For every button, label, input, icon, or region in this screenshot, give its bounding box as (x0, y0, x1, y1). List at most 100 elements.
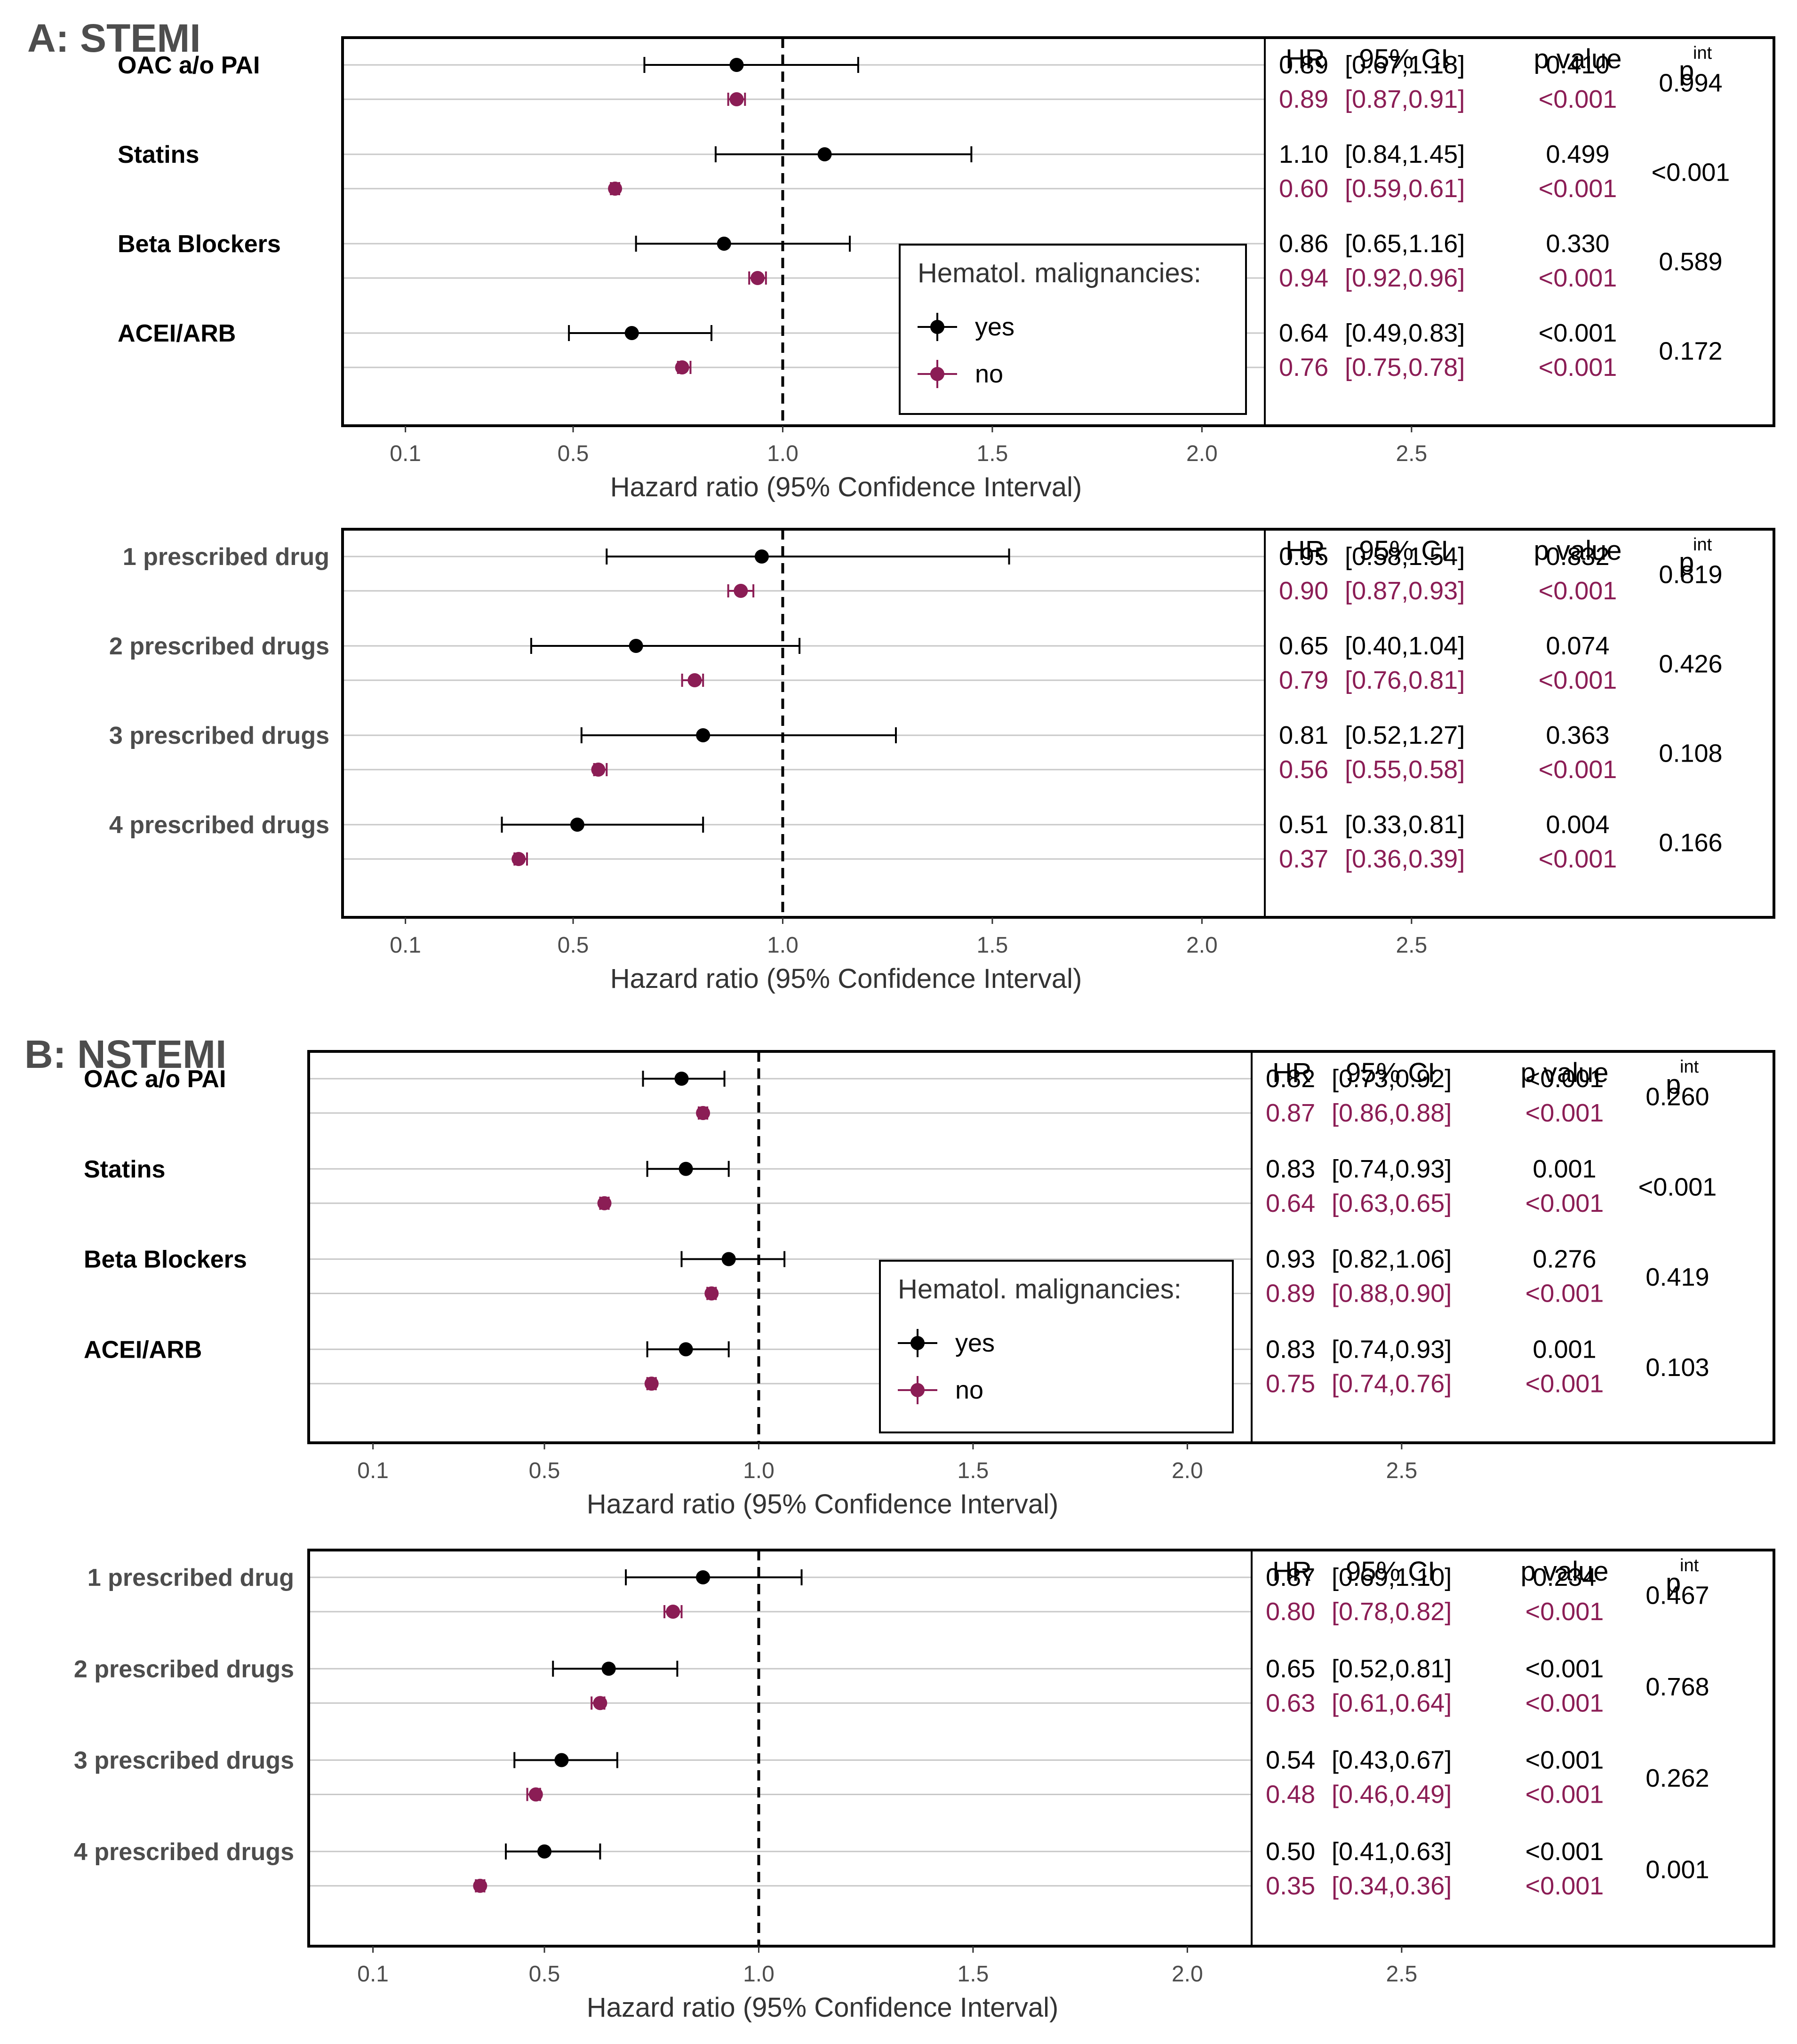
point-yes-marker (601, 1662, 616, 1676)
point-yes (501, 817, 704, 833)
pint-value: 0.172 (1659, 337, 1722, 366)
point-yes-marker (721, 1252, 736, 1266)
x-tick-label: 2.0 (1186, 441, 1218, 466)
forest-panel-3: OAC a/o PAI 0.82 [0.73,0.92] <0.001 0.87 [0.8… (84, 1050, 1775, 1519)
point-no (696, 1106, 711, 1120)
x-axis-label: Hazard ratio (95% Confidence Interval) (587, 1489, 1059, 1519)
p-value: <0.001 (1525, 1598, 1604, 1626)
x-tick-label: 0.5 (529, 1458, 560, 1483)
x-tick-label: 2.5 (1386, 1458, 1417, 1483)
point-yes-marker (817, 147, 832, 161)
forest-panel-1: OAC a/o PAI 0.89 [0.67,1.18] 0.410 0.89 [0.87… (118, 36, 1775, 502)
x-tick-label: 2.5 (1396, 441, 1427, 466)
point-no (473, 1878, 487, 1893)
hr-value: 0.89 (1279, 51, 1328, 79)
x-tick-label: 0.1 (357, 1458, 389, 1483)
legend-label-no: no (975, 360, 1003, 388)
point-no-marker (729, 92, 744, 106)
hr-value: 0.51 (1279, 811, 1328, 839)
section-heading-a: A: STEMI (27, 16, 201, 60)
hr-value: 0.56 (1279, 756, 1328, 784)
point-no (597, 1196, 612, 1210)
p-value: <0.001 (1525, 1746, 1604, 1774)
p-value: 0.330 (1546, 230, 1609, 258)
point-no-marker (528, 1787, 543, 1802)
ci-value: [0.67,1.18] (1345, 51, 1465, 79)
table-header-pint: p (1666, 1568, 1681, 1599)
ci-value: [0.88,0.90] (1332, 1280, 1452, 1308)
point-yes-marker (696, 728, 711, 742)
row-label: 1 prescribed drug (123, 543, 329, 571)
hr-value: 0.86 (1279, 230, 1328, 258)
ci-value: [0.87,0.93] (1345, 577, 1465, 605)
p-value: 0.001 (1533, 1335, 1596, 1363)
p-value: <0.001 (1539, 756, 1617, 784)
hr-value: 0.63 (1266, 1689, 1315, 1717)
x-tick-label: 2.0 (1186, 933, 1218, 958)
pint-value: 0.262 (1645, 1764, 1709, 1792)
hr-value: 0.60 (1279, 175, 1328, 203)
point-yes (568, 325, 712, 341)
panel-frame (307, 1549, 1775, 1948)
point-no (681, 673, 704, 687)
legend-key-no (918, 360, 957, 388)
hr-value: 0.83 (1266, 1335, 1315, 1363)
ci-value: [0.36,0.39] (1345, 845, 1465, 873)
x-tick-label: 0.5 (558, 933, 589, 958)
hr-value: 0.81 (1279, 721, 1328, 749)
x-tick-label: 0.1 (390, 441, 421, 466)
pint-value: 0.166 (1659, 829, 1722, 857)
p-value: <0.001 (1539, 175, 1617, 203)
hr-value: 0.95 (1279, 542, 1328, 571)
x-axis-label: Hazard ratio (95% Confidence Interval) (610, 963, 1082, 994)
ci-value: [0.52,1.27] (1345, 721, 1465, 749)
hr-value: 0.76 (1279, 353, 1328, 382)
legend-title: Hematol. malignancies: (898, 1274, 1182, 1304)
point-yes (552, 1661, 679, 1677)
pint-value: 0.103 (1645, 1353, 1709, 1382)
hr-value: 0.80 (1266, 1598, 1315, 1626)
forest-panel-4: 1 prescribed drug 0.87 [0.69,1.10] 0.234 0.8… (74, 1549, 1775, 2023)
ci-value: [0.74,0.93] (1332, 1335, 1452, 1363)
point-yes-marker (624, 326, 639, 340)
p-value: 0.004 (1546, 811, 1609, 839)
x-axis-label: Hazard ratio (95% Confidence Interval) (610, 472, 1082, 502)
ci-value: [0.49,0.83] (1345, 319, 1465, 347)
p-value: 0.001 (1533, 1155, 1596, 1183)
hr-value: 0.89 (1279, 85, 1328, 113)
p-value: <0.001 (1525, 1837, 1604, 1866)
row-label: 2 prescribed drugs (109, 633, 329, 660)
point-no-marker (593, 1696, 607, 1710)
point-no-marker (511, 852, 526, 866)
table-header-ci: 95% CI (1346, 1058, 1435, 1088)
table-header-p: p value (1533, 535, 1621, 566)
p-value: <0.001 (1539, 666, 1617, 694)
point-yes (646, 1341, 730, 1358)
table-header-pint-sup: int (1693, 43, 1712, 63)
point-no (608, 182, 623, 196)
hr-value: 0.79 (1279, 666, 1328, 694)
legend-key-yes (898, 1329, 937, 1357)
row-label: Statins (118, 141, 199, 168)
point-no (511, 852, 528, 866)
p-value: 0.074 (1546, 632, 1609, 660)
legend-key-marker (930, 320, 944, 334)
point-yes (680, 1251, 786, 1267)
hr-value: 1.10 (1279, 140, 1328, 168)
hr-value: 0.89 (1266, 1280, 1315, 1308)
point-yes (643, 57, 859, 73)
x-tick-label: 1.5 (977, 933, 1008, 958)
x-axis-label: Hazard ratio (95% Confidence Interval) (587, 1992, 1059, 2023)
point-yes (505, 1843, 601, 1860)
x-tick-label: 2.0 (1172, 1458, 1203, 1483)
p-value: 0.234 (1533, 1563, 1596, 1591)
ci-value: [0.43,0.67] (1332, 1746, 1452, 1774)
p-value: <0.001 (1539, 577, 1617, 605)
ci-value: [0.41,0.63] (1332, 1837, 1452, 1866)
table-header-p: p value (1520, 1058, 1608, 1088)
legend: Hematol. malignancies: yes no (899, 244, 1247, 415)
x-tick-label: 1.0 (767, 441, 799, 466)
point-no-marker (687, 673, 702, 687)
ci-value: [0.65,1.16] (1345, 230, 1465, 258)
pint-value: <0.001 (1638, 1173, 1717, 1201)
